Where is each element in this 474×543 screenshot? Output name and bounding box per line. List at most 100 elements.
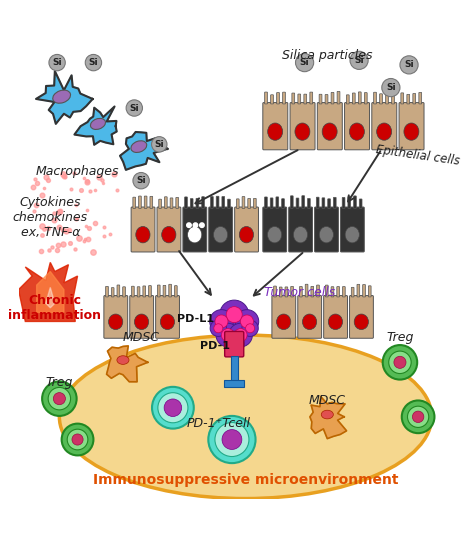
FancyBboxPatch shape (317, 285, 319, 297)
Text: MDSC: MDSC (309, 394, 346, 407)
FancyBboxPatch shape (346, 95, 349, 104)
Circle shape (412, 411, 424, 422)
Polygon shape (310, 396, 346, 439)
Circle shape (400, 56, 418, 74)
Ellipse shape (131, 141, 147, 153)
FancyBboxPatch shape (270, 198, 273, 209)
FancyBboxPatch shape (380, 94, 383, 104)
Ellipse shape (188, 226, 202, 243)
Circle shape (216, 323, 240, 347)
Polygon shape (107, 346, 148, 382)
Ellipse shape (135, 314, 149, 330)
Text: Si: Si (354, 56, 364, 65)
FancyBboxPatch shape (138, 196, 141, 209)
FancyBboxPatch shape (316, 197, 319, 209)
FancyBboxPatch shape (392, 92, 394, 104)
FancyBboxPatch shape (282, 199, 284, 209)
Ellipse shape (319, 226, 334, 243)
FancyBboxPatch shape (331, 287, 334, 297)
Ellipse shape (162, 226, 176, 243)
FancyBboxPatch shape (302, 195, 305, 209)
Circle shape (235, 310, 259, 333)
Polygon shape (46, 287, 55, 308)
FancyBboxPatch shape (289, 207, 312, 252)
FancyBboxPatch shape (242, 197, 245, 209)
Circle shape (234, 329, 247, 342)
Text: Treg: Treg (386, 331, 414, 344)
FancyBboxPatch shape (104, 295, 128, 338)
FancyBboxPatch shape (345, 103, 370, 150)
FancyBboxPatch shape (123, 287, 126, 297)
FancyBboxPatch shape (337, 91, 340, 104)
Circle shape (350, 51, 368, 70)
Circle shape (383, 345, 417, 380)
FancyBboxPatch shape (331, 92, 334, 104)
Ellipse shape (160, 314, 174, 330)
Text: Si: Si (137, 176, 146, 185)
FancyBboxPatch shape (399, 103, 424, 150)
FancyBboxPatch shape (352, 93, 355, 104)
Ellipse shape (109, 314, 123, 330)
Polygon shape (36, 272, 64, 312)
FancyBboxPatch shape (358, 92, 361, 104)
FancyBboxPatch shape (196, 198, 199, 209)
FancyBboxPatch shape (348, 197, 351, 209)
FancyBboxPatch shape (131, 207, 155, 252)
Ellipse shape (321, 410, 333, 419)
Circle shape (219, 300, 249, 329)
FancyBboxPatch shape (191, 199, 193, 209)
Ellipse shape (267, 226, 282, 243)
FancyBboxPatch shape (273, 286, 276, 297)
FancyBboxPatch shape (315, 207, 338, 252)
Circle shape (54, 393, 65, 405)
Circle shape (226, 307, 242, 323)
FancyBboxPatch shape (357, 285, 360, 297)
FancyBboxPatch shape (263, 103, 288, 150)
FancyBboxPatch shape (328, 199, 330, 209)
Circle shape (49, 54, 65, 71)
FancyBboxPatch shape (143, 286, 146, 297)
FancyBboxPatch shape (304, 94, 307, 104)
Circle shape (402, 401, 435, 433)
FancyBboxPatch shape (277, 92, 280, 104)
FancyBboxPatch shape (386, 92, 388, 104)
Circle shape (158, 393, 188, 423)
Ellipse shape (136, 226, 150, 243)
FancyBboxPatch shape (163, 286, 166, 297)
FancyBboxPatch shape (170, 198, 173, 209)
Bar (230, 356, 238, 383)
Circle shape (215, 315, 228, 328)
Ellipse shape (345, 226, 359, 243)
Text: Immunosuppressive microenvironment: Immunosuppressive microenvironment (93, 473, 398, 487)
Ellipse shape (377, 123, 392, 140)
FancyBboxPatch shape (176, 198, 179, 209)
FancyBboxPatch shape (290, 103, 315, 150)
FancyBboxPatch shape (324, 295, 347, 338)
Ellipse shape (293, 226, 308, 243)
Ellipse shape (91, 118, 106, 129)
Circle shape (408, 406, 429, 427)
Ellipse shape (268, 123, 283, 140)
Circle shape (62, 424, 93, 456)
Text: Silica particles: Silica particles (282, 49, 373, 62)
Circle shape (85, 54, 101, 71)
Text: Si: Si (300, 58, 310, 67)
Text: Si: Si (52, 58, 62, 67)
FancyBboxPatch shape (333, 197, 336, 209)
Ellipse shape (213, 226, 228, 243)
FancyBboxPatch shape (317, 103, 342, 150)
Polygon shape (74, 106, 117, 145)
Polygon shape (18, 262, 78, 321)
Circle shape (229, 323, 252, 347)
FancyBboxPatch shape (225, 331, 244, 357)
Circle shape (224, 334, 244, 354)
Ellipse shape (354, 314, 368, 330)
Circle shape (382, 79, 400, 97)
Circle shape (246, 324, 255, 333)
Ellipse shape (53, 90, 71, 103)
FancyBboxPatch shape (264, 197, 267, 209)
Circle shape (42, 381, 77, 416)
FancyBboxPatch shape (298, 94, 301, 104)
FancyBboxPatch shape (209, 207, 233, 252)
FancyBboxPatch shape (359, 199, 362, 209)
